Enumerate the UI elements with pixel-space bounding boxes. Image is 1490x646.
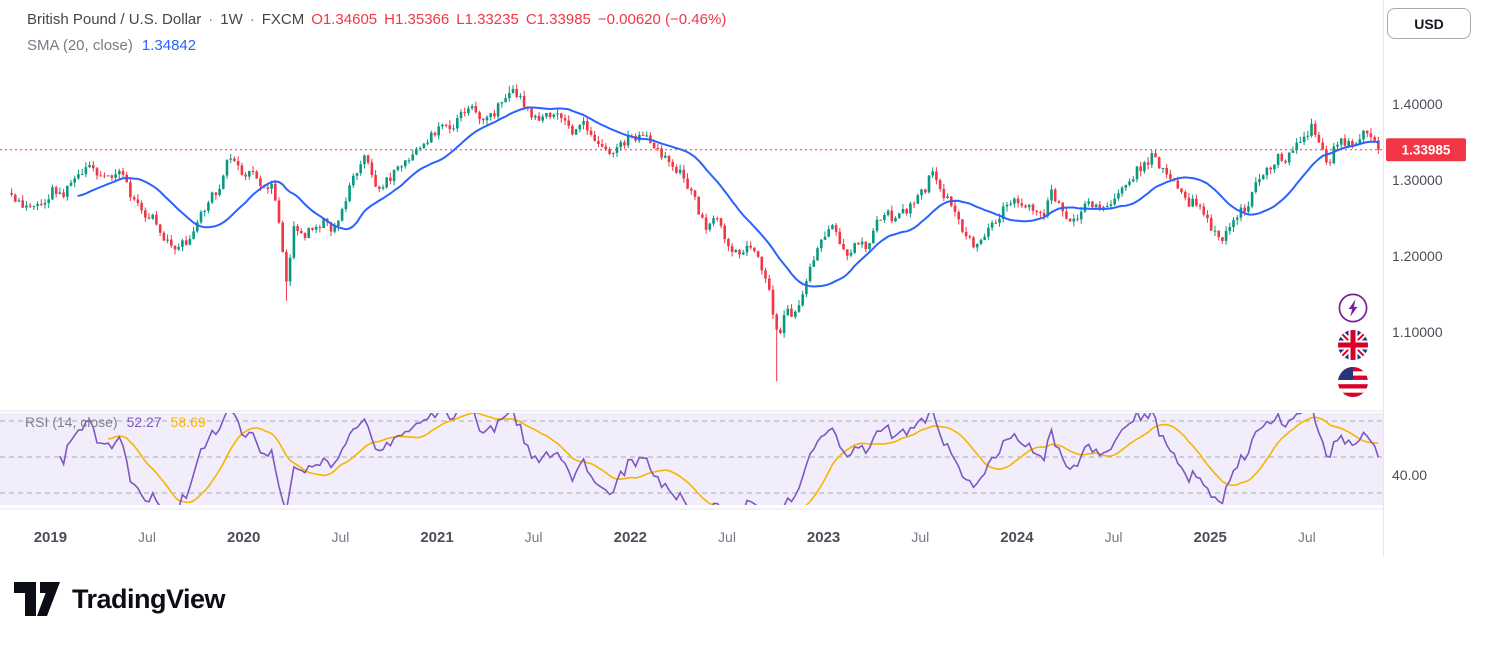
rsi-line [59, 413, 1380, 505]
tradingview-logo[interactable]: TradingView [14, 582, 226, 616]
sma-value: 1.34842 [141, 37, 197, 54]
side-icon-column [1338, 293, 1368, 397]
currency-button[interactable]: USD [1387, 8, 1471, 39]
quote-change: −0.00620 (−0.46%) [597, 11, 727, 28]
us-flag-icon[interactable] [1338, 367, 1368, 397]
legend-separator: · [208, 11, 214, 28]
svg-text:1.20000: 1.20000 [1392, 248, 1443, 264]
svg-text:2023: 2023 [807, 529, 840, 546]
time-axis[interactable]: 2019 Jul 2020 Jul 2021 Jul 2022 Jul 2023 Jul 2024 J… [34, 529, 1316, 546]
svg-text:2025: 2025 [1194, 529, 1227, 546]
rsi-ma-line [108, 413, 1379, 505]
low-label: L [456, 11, 465, 28]
high-label: H [384, 11, 395, 28]
close-value: 1.33985 [536, 11, 591, 28]
legend-separator: · [249, 11, 255, 28]
price-axis[interactable]: 1.40000 1.30000 1.20000 1.10000 40.00 [1392, 96, 1443, 483]
sma-legend[interactable]: SMA (20, close) 1.34842 [27, 37, 196, 54]
svg-text:Jul: Jul [911, 529, 929, 545]
svg-text:2024: 2024 [1000, 529, 1034, 546]
high-value: 1.35366 [395, 11, 450, 28]
svg-text:Jul: Jul [525, 529, 543, 545]
quote-close: C 1.33985 [526, 11, 591, 28]
svg-text:Jul: Jul [718, 529, 736, 545]
symbol-title[interactable]: British Pound / U.S. Dollar [27, 11, 202, 28]
svg-text:1.30000: 1.30000 [1392, 172, 1443, 188]
svg-text:Jul: Jul [331, 529, 349, 545]
symbol-legend: British Pound / U.S. Dollar · 1W · FXCM … [27, 11, 726, 28]
svg-text:2022: 2022 [614, 529, 647, 546]
last-price-badge: 1.33985 [1386, 138, 1466, 162]
svg-text:Jul: Jul [138, 529, 156, 545]
rsi-label: RSI (14, close) [25, 414, 118, 430]
svg-text:Jul: Jul [1298, 529, 1316, 545]
symbol-exchange[interactable]: FXCM [261, 11, 305, 28]
close-label: C [525, 11, 537, 28]
rsi-legend[interactable]: RSI (14, close) 52.27 58.69 [25, 414, 206, 430]
low-value: 1.33235 [464, 11, 519, 28]
svg-text:2021: 2021 [420, 529, 453, 546]
svg-text:1.33985: 1.33985 [1402, 143, 1451, 158]
open-label: O [311, 11, 323, 28]
quote-low: L 1.33235 [456, 11, 519, 28]
svg-text:1.10000: 1.10000 [1392, 324, 1443, 340]
open-value: 1.34605 [322, 11, 378, 28]
quote-high: H 1.35366 [384, 11, 449, 28]
svg-text:2020: 2020 [227, 529, 260, 546]
quote-open: O 1.34605 [311, 11, 377, 28]
uk-flag-icon[interactable] [1338, 330, 1368, 360]
rsi-value: 52.27 [126, 414, 162, 430]
svg-text:Jul: Jul [1105, 529, 1123, 545]
candlestick-series [10, 84, 1380, 382]
sma-line [77, 106, 1380, 288]
rsi-ma-value: 58.69 [170, 414, 206, 430]
svg-text:1.40000: 1.40000 [1392, 96, 1443, 112]
boost-lightning-icon[interactable] [1338, 293, 1368, 323]
tradingview-logo-icon [14, 582, 60, 616]
svg-text:2019: 2019 [34, 529, 67, 546]
symbol-interval[interactable]: 1W [220, 11, 243, 28]
tradingview-logo-text: TradingView [72, 583, 226, 614]
sma-label: SMA (20, close) [27, 37, 133, 54]
rsi-axis-label: 40.00 [1392, 467, 1427, 483]
